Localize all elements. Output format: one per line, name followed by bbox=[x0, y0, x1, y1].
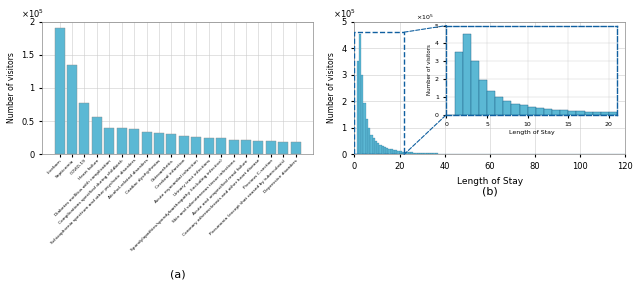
Bar bbox=[395, 150, 397, 154]
Bar bbox=[418, 153, 420, 154]
Bar bbox=[104, 128, 114, 154]
Bar bbox=[377, 143, 380, 154]
Bar bbox=[364, 103, 365, 154]
Bar bbox=[411, 152, 413, 154]
Bar bbox=[422, 153, 424, 154]
Bar bbox=[67, 65, 77, 154]
Bar bbox=[359, 33, 361, 154]
Bar bbox=[424, 153, 427, 154]
Bar bbox=[420, 153, 422, 154]
Bar bbox=[381, 146, 384, 154]
Bar bbox=[393, 150, 395, 154]
X-axis label: Length of Stay: Length of Stay bbox=[457, 177, 523, 186]
Bar bbox=[129, 128, 139, 154]
Bar bbox=[427, 153, 429, 154]
Bar bbox=[433, 153, 436, 154]
Bar bbox=[375, 141, 377, 154]
Bar bbox=[154, 133, 164, 154]
Bar bbox=[266, 141, 276, 154]
Bar bbox=[204, 138, 214, 154]
Bar bbox=[371, 134, 372, 154]
Bar bbox=[216, 138, 226, 154]
Bar bbox=[390, 149, 393, 154]
Bar bbox=[386, 148, 388, 154]
Bar bbox=[253, 141, 264, 154]
Bar bbox=[408, 152, 411, 154]
Bar bbox=[191, 137, 201, 154]
Bar bbox=[291, 142, 301, 154]
Bar bbox=[415, 153, 418, 154]
Text: (b): (b) bbox=[482, 187, 498, 197]
Bar bbox=[54, 28, 65, 154]
X-axis label: (a): (a) bbox=[170, 269, 186, 279]
Bar bbox=[79, 103, 90, 154]
Bar bbox=[368, 128, 371, 154]
Bar bbox=[384, 147, 386, 154]
Bar bbox=[355, 32, 404, 154]
Y-axis label: Number of visitors: Number of visitors bbox=[7, 53, 16, 124]
Bar bbox=[365, 119, 368, 154]
Bar bbox=[399, 151, 402, 154]
Bar bbox=[166, 134, 177, 154]
Bar bbox=[429, 153, 431, 154]
Bar bbox=[141, 132, 152, 154]
Bar bbox=[380, 145, 381, 154]
Bar bbox=[397, 151, 399, 154]
Bar bbox=[388, 149, 390, 154]
Bar bbox=[372, 138, 375, 154]
Bar bbox=[179, 136, 189, 154]
Y-axis label: Number of visitors: Number of visitors bbox=[327, 53, 336, 124]
Bar bbox=[404, 152, 406, 154]
Bar bbox=[431, 153, 433, 154]
Bar bbox=[278, 142, 288, 154]
Bar bbox=[356, 61, 359, 154]
Bar bbox=[241, 140, 251, 154]
Text: $\times 10^5$: $\times 10^5$ bbox=[20, 8, 44, 20]
Bar bbox=[92, 117, 102, 154]
Text: $\times 10^5$: $\times 10^5$ bbox=[333, 8, 356, 20]
Bar bbox=[413, 153, 415, 154]
Bar bbox=[361, 75, 364, 154]
Bar bbox=[406, 152, 408, 154]
Bar bbox=[402, 152, 404, 154]
Bar bbox=[228, 140, 239, 154]
Bar bbox=[116, 128, 127, 154]
